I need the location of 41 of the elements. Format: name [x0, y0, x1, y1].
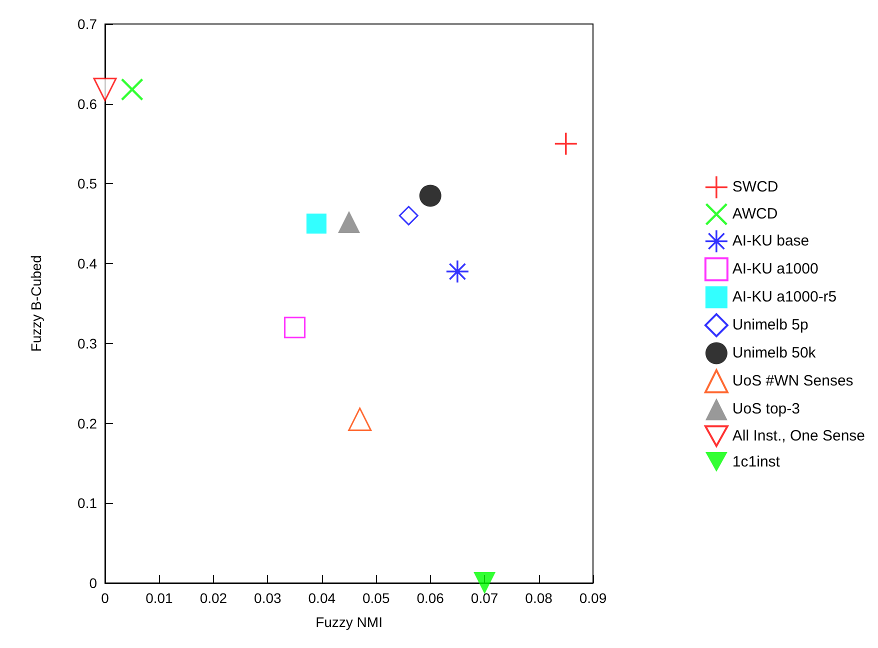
y-tick-label: 0.1 [78, 495, 98, 512]
x-tick-label: 0.03 [254, 590, 282, 606]
point [121, 78, 144, 100]
point [306, 214, 326, 234]
x-tick-label: 0.01 [146, 590, 174, 606]
x-tick-label: 0.07 [470, 590, 498, 606]
y-tick-label: 0.2 [78, 415, 98, 432]
point [419, 184, 442, 207]
y-tick-label: 0.3 [78, 335, 98, 352]
y-axis-title: Fuzzy B-Cubed [28, 255, 44, 352]
legend-label: Unimelb 50k [732, 344, 816, 362]
y-tick-label: 0 [89, 575, 98, 591]
legend-label: All Inst., One Sense [732, 428, 866, 445]
x-tick-label: 0.04 [308, 590, 336, 606]
x-tick-label: 0 [101, 590, 110, 606]
point [338, 211, 360, 234]
x-tick-label: 0.06 [416, 590, 444, 606]
point [348, 408, 372, 432]
point [554, 132, 577, 155]
x-axis-title: Fuzzy NMI [316, 614, 382, 630]
legend-label: SWCD [732, 178, 778, 196]
y-tick-label: 0.7 [78, 16, 98, 32]
point [284, 316, 306, 338]
legend-label: 1c1inst [732, 453, 781, 470]
point [474, 572, 496, 594]
y-tick-label: 0.5 [78, 176, 98, 192]
y-tick-label: 0.6 [78, 96, 98, 112]
legend-label: AI-KU a1000 [732, 260, 818, 278]
legend-label: Unimelb 5p [732, 316, 808, 334]
legend-label: UoS top-3 [732, 400, 800, 418]
y-tick-label: 0.4 [78, 256, 98, 272]
x-tick-label: 0.09 [579, 590, 607, 606]
legend-label: UoS #WN Senses [732, 372, 854, 390]
x-tick-label: 0.05 [362, 590, 390, 606]
point [446, 260, 468, 283]
x-tick-label: 0.08 [525, 590, 553, 606]
x-tick-label: 0.02 [200, 590, 228, 606]
point [398, 206, 418, 226]
legend-label: AWCD [732, 206, 778, 223]
legend-label: AI-KU a1000-r5 [732, 288, 837, 306]
legend-label: AI-KU base [732, 232, 810, 250]
